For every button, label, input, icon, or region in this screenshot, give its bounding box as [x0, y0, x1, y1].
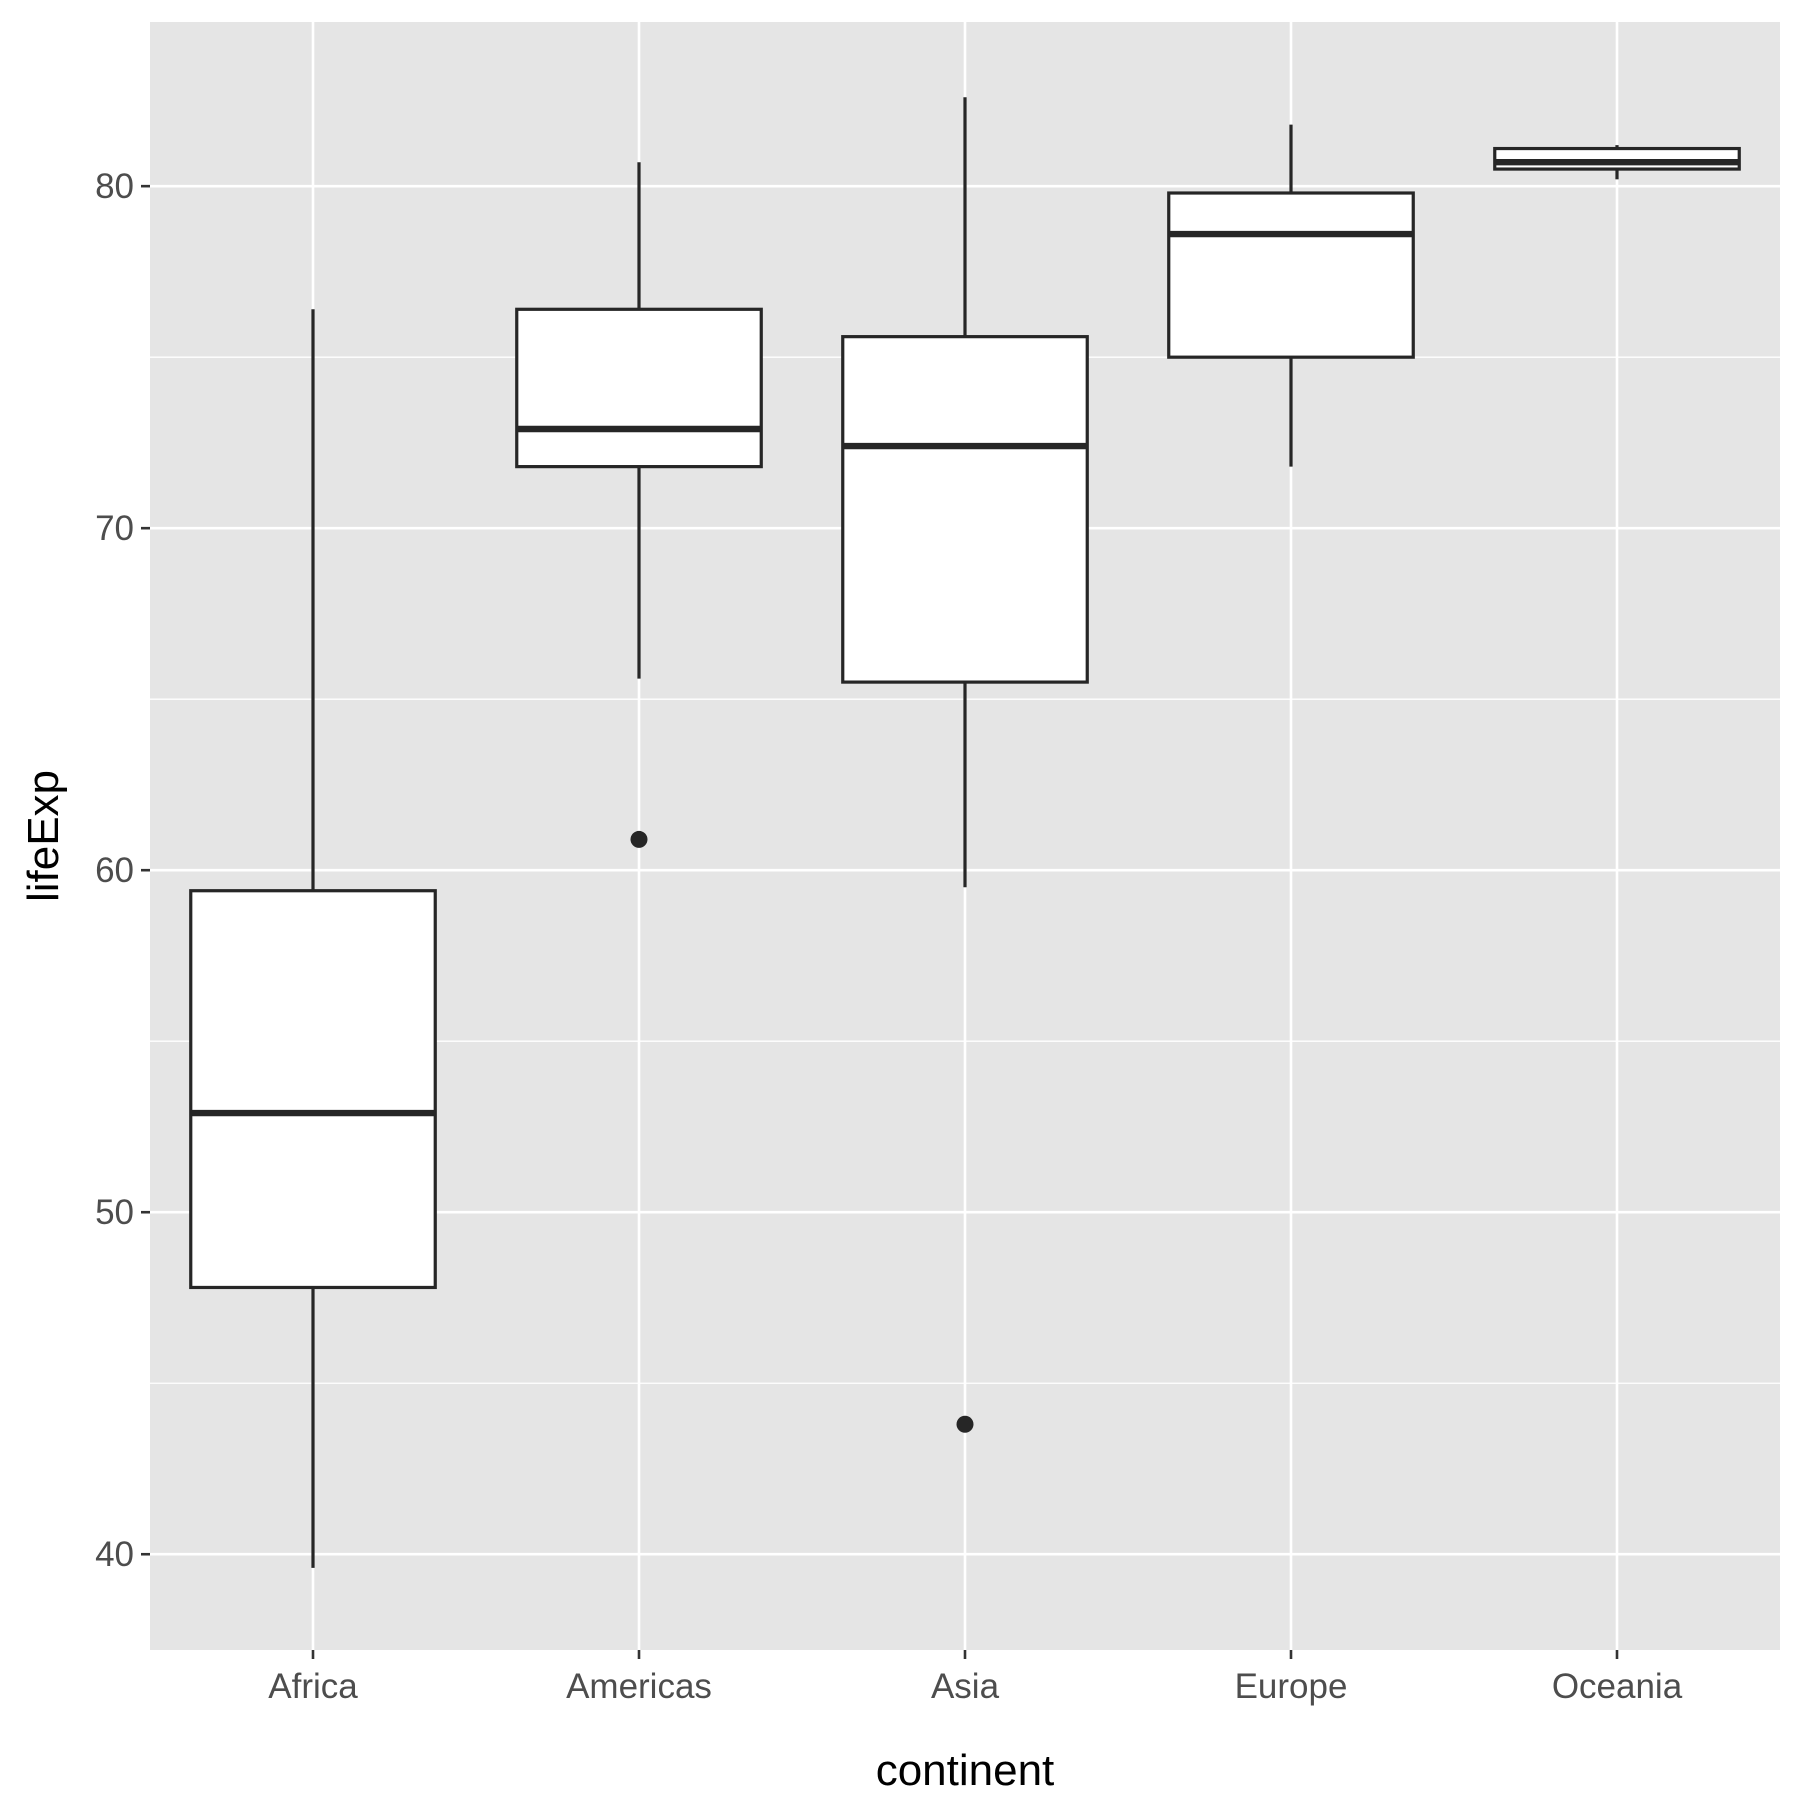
y-tick-label: 70 — [95, 509, 134, 548]
x-tick-label: Africa — [268, 1667, 358, 1706]
y-tick-label: 80 — [95, 167, 134, 206]
axes: 40 50 60 70 80 Africa Americas Asia Europe Oceani… — [95, 167, 1683, 1706]
box-asia — [841, 335, 1089, 684]
box-americas — [515, 307, 763, 469]
box-marks — [189, 97, 1741, 1568]
x-tick-label: Europe — [1235, 1667, 1348, 1706]
box-oceania — [1493, 146, 1741, 171]
x-tick-label: Oceania — [1552, 1667, 1683, 1706]
box-africa — [189, 889, 437, 1290]
y-tick-label: 40 — [95, 1535, 134, 1574]
x-axis-title: continent — [876, 1746, 1055, 1795]
outlier-asia — [956, 1415, 974, 1433]
x-tick-label: Asia — [931, 1667, 1000, 1706]
y-axis-title: lifeExp — [19, 770, 68, 902]
outlier-americas — [630, 830, 648, 848]
x-tick-label: Americas — [566, 1667, 712, 1706]
box-europe — [1167, 191, 1415, 359]
y-tick-label: 50 — [95, 1193, 134, 1232]
y-tick-label: 60 — [95, 851, 134, 890]
